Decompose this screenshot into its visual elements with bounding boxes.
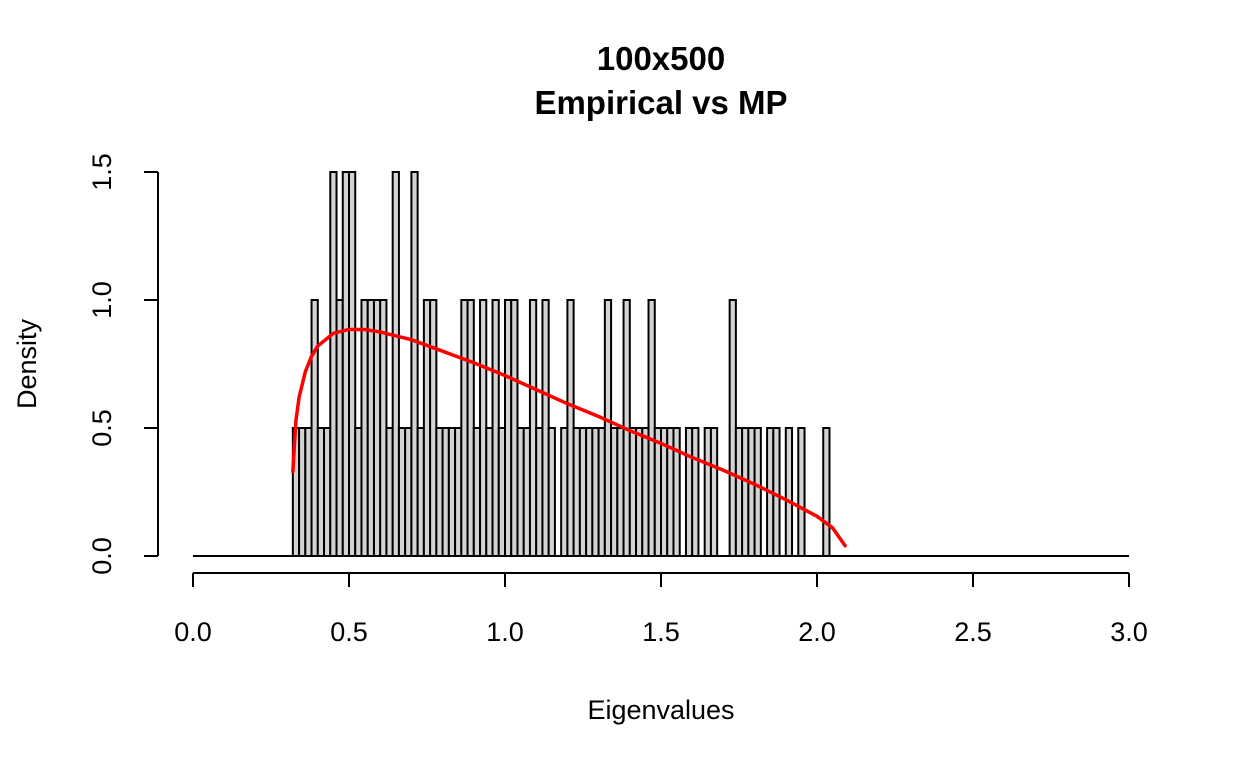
x-tick-label: 2.5	[954, 617, 992, 647]
histogram-bar	[822, 427, 831, 557]
histogram-bars	[291, 171, 831, 557]
x-tick-label: 1.0	[486, 617, 524, 647]
histogram-bar	[547, 427, 556, 557]
y-axis-label: Density	[12, 318, 42, 409]
histogram-bar	[772, 427, 781, 557]
mp-density-curve	[291, 327, 847, 548]
x-tick-label: 2.0	[798, 617, 836, 647]
x-axis-label: Eigenvalues	[587, 695, 734, 725]
x-tick-label: 0.5	[330, 617, 368, 647]
chart-title-line-2: Empirical vs MP	[534, 84, 787, 121]
x-tick-label: 3.0	[1110, 617, 1148, 647]
chart-title-line-1: 100x500	[597, 40, 725, 77]
y-tick-label: 1.0	[87, 281, 117, 319]
x-axis: 0.0 0.5 1.0 1.5 2.0 2.5 3.0	[174, 572, 1148, 647]
y-tick-label: 0.5	[87, 409, 117, 447]
x-tick-label: 0.0	[174, 617, 212, 647]
y-axis: 0.0 0.5 1.0 1.5	[87, 153, 159, 575]
histogram-bar	[784, 427, 794, 557]
histogram-bar	[753, 427, 762, 557]
histogram-bar	[691, 427, 700, 557]
y-tick-label: 1.5	[87, 153, 117, 191]
histogram-bar	[672, 427, 681, 557]
x-tick-label: 1.5	[642, 617, 680, 647]
histogram-bar	[797, 427, 806, 557]
y-tick-label: 0.0	[87, 537, 117, 575]
histogram-bar	[709, 427, 719, 557]
